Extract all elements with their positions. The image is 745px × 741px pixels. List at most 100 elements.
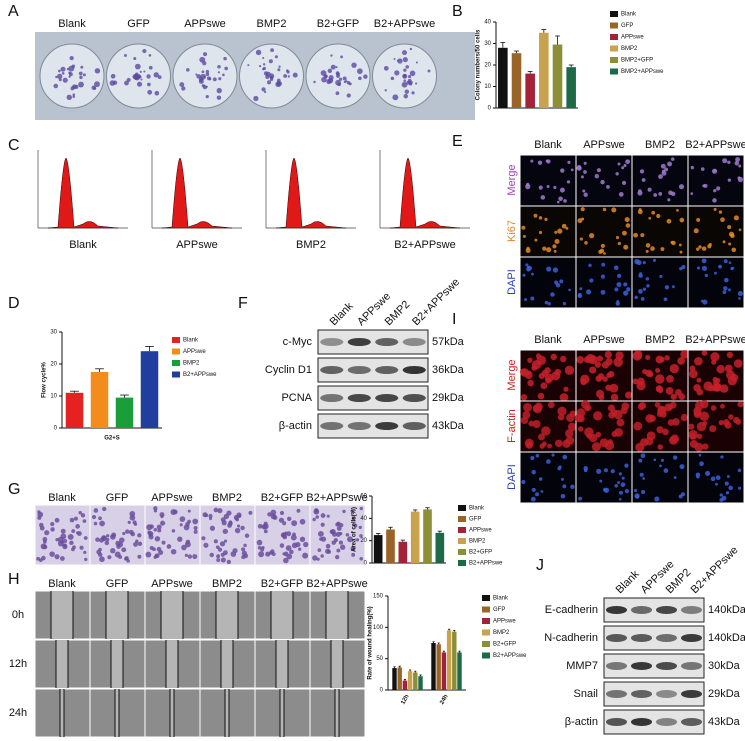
cell: [586, 289, 592, 295]
cell: [728, 485, 733, 491]
cell: [547, 401, 555, 409]
bar: [386, 529, 395, 563]
cell: [714, 271, 717, 275]
cell: [636, 381, 646, 391]
cell: [595, 431, 602, 438]
cell: [577, 293, 583, 299]
cell: [72, 545, 76, 550]
cell: [633, 488, 638, 493]
cell: [733, 359, 743, 368]
colony: [283, 74, 288, 78]
cell: [351, 516, 356, 521]
cell: [603, 487, 608, 492]
cell: [60, 528, 66, 534]
legend-label: B2+GFP: [469, 550, 492, 556]
cell: [125, 529, 130, 534]
cell: [226, 510, 232, 516]
cell: [106, 534, 110, 538]
cell: [101, 535, 107, 542]
protein-label: Snail: [574, 688, 598, 700]
cell: [347, 536, 353, 543]
colony: [148, 54, 152, 57]
legend-swatch: [458, 527, 466, 533]
cell: [287, 516, 292, 522]
cell: [137, 541, 143, 547]
cell: [637, 209, 643, 215]
cell: [598, 394, 605, 401]
cell: [556, 200, 560, 204]
cell: [650, 246, 655, 251]
cell: [567, 422, 577, 432]
legend-swatch: [482, 618, 490, 624]
protein-label: c-Myc: [283, 336, 313, 348]
cell: [209, 525, 215, 531]
colony: [72, 84, 77, 90]
colony: [201, 70, 205, 74]
cell: [153, 509, 158, 513]
cell: [652, 258, 656, 262]
cell: [325, 543, 331, 549]
colony: [277, 68, 281, 72]
colony: [69, 55, 74, 61]
panel-label: G: [8, 481, 20, 498]
cell: [620, 482, 626, 488]
cell: [639, 401, 647, 410]
blot-strip: [317, 329, 429, 355]
legend-swatch: [458, 549, 466, 555]
bar: [511, 53, 522, 108]
cell: [694, 442, 704, 452]
colony: [261, 87, 266, 92]
cell: [565, 436, 575, 445]
colony: [394, 70, 400, 76]
cell: [584, 241, 588, 245]
bar: [498, 47, 508, 108]
colony: [330, 54, 333, 57]
legend-swatch: [610, 68, 618, 75]
bar: [397, 667, 402, 690]
cell: [719, 384, 729, 393]
cell: [576, 408, 586, 418]
cell: [75, 524, 80, 529]
legend-swatch: [610, 22, 618, 29]
legend-swatch: [172, 337, 180, 343]
histogram-peak: [161, 157, 233, 229]
cell: [298, 547, 302, 551]
colony: [57, 73, 63, 80]
legend-swatch: [172, 371, 180, 378]
size-label: 29kDa: [432, 392, 465, 404]
cell: [213, 539, 218, 544]
cell: [557, 466, 562, 471]
cell: [256, 539, 263, 546]
blot-band: [680, 690, 703, 698]
y-tick-label: 150: [373, 594, 384, 600]
cell: [577, 415, 585, 423]
cell: [351, 552, 356, 557]
panel-label: H: [8, 571, 20, 588]
cell: [524, 371, 533, 380]
bar: [431, 643, 436, 690]
cell: [522, 273, 526, 277]
cell: [535, 492, 540, 497]
cell: [734, 161, 740, 166]
cell: [544, 217, 548, 221]
cell: [679, 217, 685, 223]
cell: [699, 411, 710, 421]
cell: [96, 549, 101, 555]
cell: [124, 556, 129, 561]
cell: [720, 217, 725, 223]
blot-band: [605, 634, 628, 642]
cell: [645, 277, 650, 281]
cell: [83, 550, 87, 555]
bar: [418, 676, 423, 690]
protein-label: MMP7: [566, 660, 598, 672]
cell: [624, 463, 629, 468]
cell: [531, 365, 538, 371]
cell: [711, 384, 719, 392]
cell: [730, 233, 735, 239]
y-tick-label: 0: [380, 688, 384, 694]
cell: [710, 405, 717, 411]
colony: [330, 64, 336, 70]
cell: [604, 350, 612, 359]
cell: [617, 481, 620, 484]
